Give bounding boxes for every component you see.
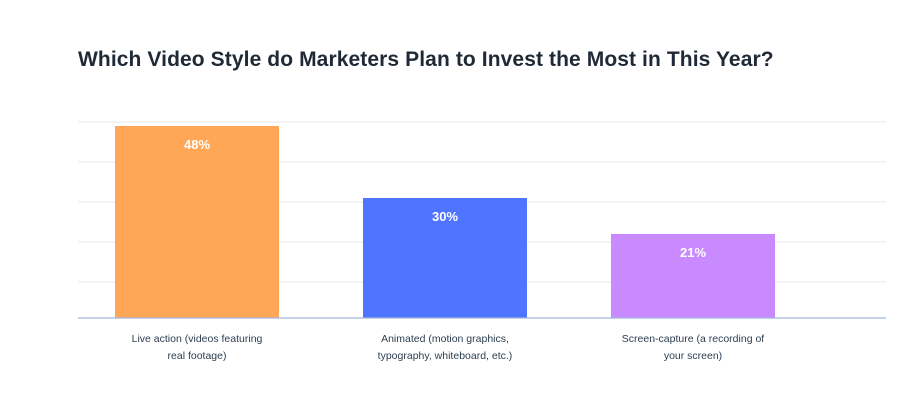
bar-value-label: 30% (432, 209, 458, 224)
bar (611, 234, 775, 318)
category-label-line: Animated (motion graphics, (381, 333, 509, 345)
chart-title: Which Video Style do Marketers Plan to I… (78, 48, 774, 71)
bar-value-label: 21% (680, 245, 706, 260)
category-label: Animated (motion graphics, typography, wh… (345, 331, 545, 365)
category-label-line: typography, whiteboard, etc.) (377, 350, 513, 362)
category-label-line: Screen-capture (a recording of (621, 333, 765, 345)
category-label-line: your screen) (663, 350, 723, 362)
category-label-line: Live action (videos featuring (131, 333, 263, 345)
bars (115, 126, 775, 318)
value-labels: 48% 30% 21% (184, 137, 706, 260)
bar (115, 126, 279, 318)
bar-value-label: 48% (184, 137, 210, 152)
category-label: Screen-capture (a recording of your scree… (593, 331, 793, 365)
category-label: Live action (videos featuring real footag… (97, 331, 297, 365)
category-label-line: real footage) (167, 350, 227, 362)
bar (363, 198, 527, 318)
